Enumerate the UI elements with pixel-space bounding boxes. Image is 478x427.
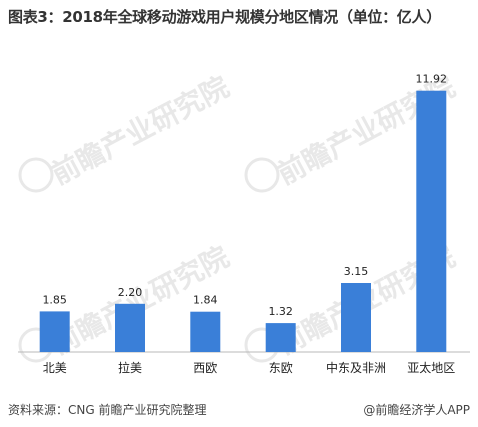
value-label-1: 2.20 bbox=[118, 286, 143, 299]
bars-group: 1.85 北美 2.20 拉美 1.84 西欧 1.32 东欧 3.15 中东及非洲 11.92 亚太… bbox=[39, 73, 455, 375]
value-label-3: 1.32 bbox=[268, 305, 293, 318]
watermark-text-1: 前瞻产业研究院 bbox=[46, 70, 235, 191]
category-label-0: 北美 bbox=[43, 361, 67, 375]
value-label-2: 1.84 bbox=[193, 294, 218, 307]
watermarks: 前瞻产业研究院 前瞻产业研究院 前瞻产业研究院 前瞻产业研究院 bbox=[18, 70, 460, 363]
value-label-4: 3.15 bbox=[344, 265, 369, 278]
bar-5 bbox=[416, 90, 447, 352]
watermark-logo-icon bbox=[244, 157, 280, 193]
bar-3 bbox=[265, 323, 296, 352]
category-label-1: 拉美 bbox=[118, 360, 142, 375]
watermark-logo-icon bbox=[18, 157, 54, 193]
bar-4 bbox=[341, 283, 371, 352]
category-label-3: 东欧 bbox=[269, 361, 293, 375]
bar-1 bbox=[115, 303, 145, 352]
bar-0 bbox=[39, 311, 70, 352]
chart-title: 图表3：2018年全球移动游戏用户规模分地区情况（单位：亿人） bbox=[8, 8, 441, 26]
bar-2 bbox=[190, 311, 221, 352]
value-label-0: 1.85 bbox=[42, 293, 67, 306]
value-label-5: 11.92 bbox=[416, 73, 448, 86]
brand-name: 前瞻经济学人APP bbox=[375, 403, 470, 417]
at-icon: @ bbox=[363, 403, 376, 417]
watermark-1: 前瞻产业研究院 bbox=[18, 70, 235, 193]
category-label-2: 西欧 bbox=[193, 361, 217, 375]
category-label-4: 中东及非洲 bbox=[326, 360, 386, 375]
source-note: 资料来源：CNG 前瞻产业研究院整理 bbox=[8, 403, 207, 417]
brand-credit: @前瞻经济学人APP bbox=[363, 401, 470, 418]
category-label-5: 亚太地区 bbox=[407, 360, 455, 375]
